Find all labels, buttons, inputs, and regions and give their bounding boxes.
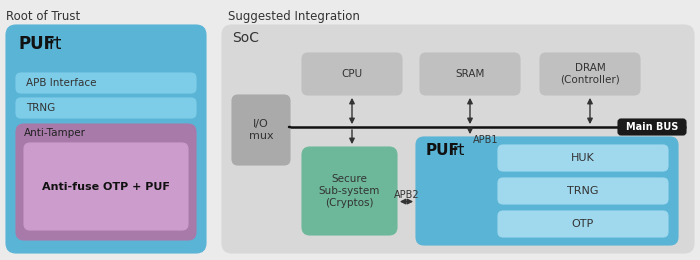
- Text: APB2: APB2: [393, 190, 419, 200]
- Text: HUK: HUK: [571, 153, 595, 163]
- FancyBboxPatch shape: [24, 143, 188, 230]
- FancyBboxPatch shape: [16, 73, 196, 93]
- FancyBboxPatch shape: [222, 25, 694, 253]
- FancyBboxPatch shape: [420, 53, 520, 95]
- Text: CPU: CPU: [342, 69, 363, 79]
- Text: Main BUS: Main BUS: [626, 122, 678, 132]
- Text: Secure
Sub-system
(Cryptos): Secure Sub-system (Cryptos): [318, 174, 380, 207]
- FancyBboxPatch shape: [232, 95, 290, 165]
- Text: Suggested Integration: Suggested Integration: [228, 10, 360, 23]
- Text: PUF: PUF: [426, 143, 460, 158]
- Text: rt: rt: [453, 143, 466, 158]
- FancyBboxPatch shape: [498, 178, 668, 204]
- Text: DRAM
(Controller): DRAM (Controller): [560, 63, 620, 85]
- Text: Anti-fuse OTP + PUF: Anti-fuse OTP + PUF: [42, 181, 170, 192]
- FancyBboxPatch shape: [302, 53, 402, 95]
- Text: PUF: PUF: [18, 35, 55, 53]
- FancyBboxPatch shape: [16, 124, 196, 240]
- FancyBboxPatch shape: [498, 211, 668, 237]
- FancyBboxPatch shape: [618, 119, 686, 135]
- Text: Anti-Tamper: Anti-Tamper: [24, 128, 86, 138]
- Text: SoC: SoC: [232, 31, 259, 45]
- FancyBboxPatch shape: [540, 53, 640, 95]
- FancyBboxPatch shape: [498, 145, 668, 171]
- FancyBboxPatch shape: [416, 137, 678, 245]
- Text: APB Interface: APB Interface: [26, 78, 97, 88]
- Text: TRNG: TRNG: [26, 103, 55, 113]
- FancyBboxPatch shape: [16, 98, 196, 118]
- Text: OTP: OTP: [572, 219, 594, 229]
- Text: Root of Trust: Root of Trust: [6, 10, 80, 23]
- FancyBboxPatch shape: [6, 25, 206, 253]
- FancyBboxPatch shape: [302, 147, 397, 235]
- Text: APB1: APB1: [473, 135, 498, 145]
- Text: SRAM: SRAM: [455, 69, 484, 79]
- Text: I/O
mux: I/O mux: [248, 119, 273, 141]
- Text: TRNG: TRNG: [567, 186, 598, 196]
- Text: rt: rt: [48, 35, 62, 53]
